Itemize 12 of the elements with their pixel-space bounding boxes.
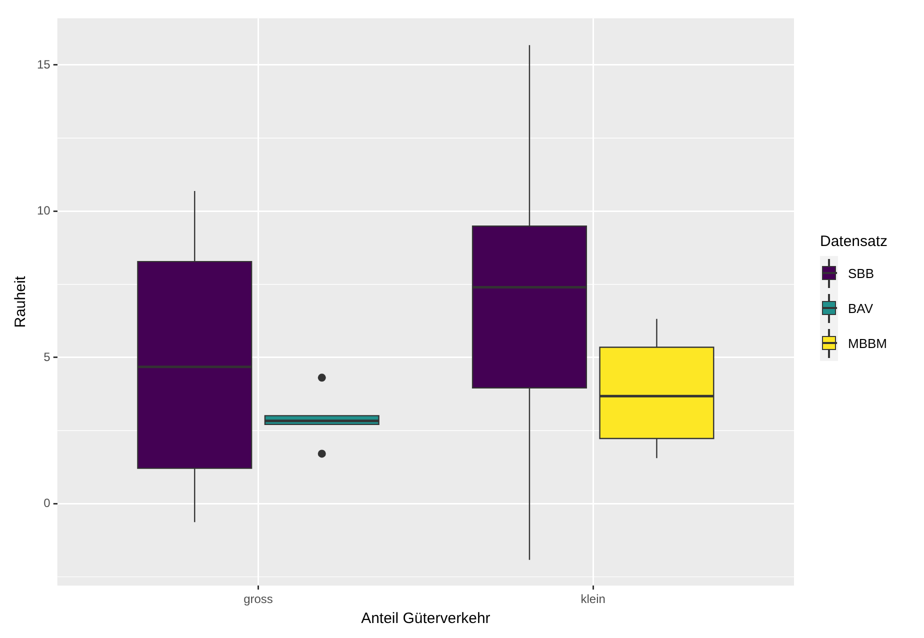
- legend-label: BAV: [848, 301, 874, 316]
- y-axis-title: Rauheit: [12, 275, 30, 328]
- y-tick-label: 15: [36, 57, 51, 72]
- x-tick-label: klein: [580, 592, 606, 606]
- legend-title: Datensatz: [820, 233, 888, 250]
- x-axis-title: Anteil Güterverkehr: [361, 610, 490, 628]
- y-tick-label: 10: [36, 204, 51, 218]
- legend-label: MBBM: [848, 336, 887, 351]
- y-tick-label: 5: [44, 350, 51, 364]
- x-tick-label: gross: [244, 592, 273, 606]
- y-tick-label: 0: [44, 496, 51, 510]
- legend-label: SBB: [848, 266, 874, 281]
